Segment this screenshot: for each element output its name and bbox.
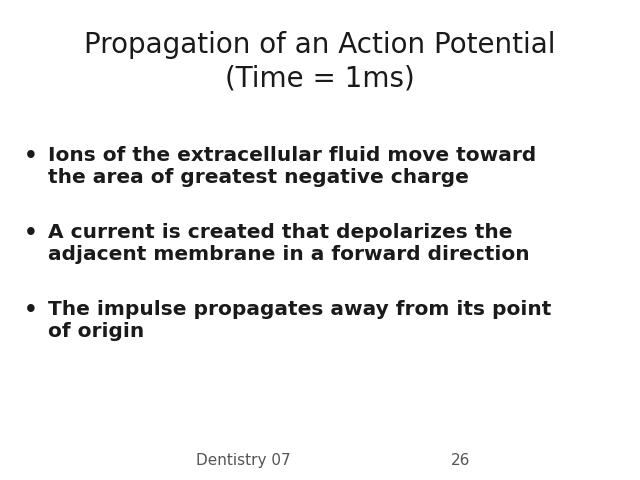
Text: •: • [24,300,38,320]
Text: Dentistry 07: Dentistry 07 [196,453,291,468]
Text: 26: 26 [451,453,470,468]
Text: Ions of the extracellular fluid move toward
the area of greatest negative charge: Ions of the extracellular fluid move tow… [48,146,536,187]
Text: The impulse propagates away from its point
of origin: The impulse propagates away from its poi… [48,300,552,341]
Text: A current is created that depolarizes the
adjacent membrane in a forward directi: A current is created that depolarizes th… [48,223,530,264]
Text: Propagation of an Action Potential
(Time = 1ms): Propagation of an Action Potential (Time… [84,31,556,93]
Text: •: • [24,146,38,167]
Text: •: • [24,223,38,243]
